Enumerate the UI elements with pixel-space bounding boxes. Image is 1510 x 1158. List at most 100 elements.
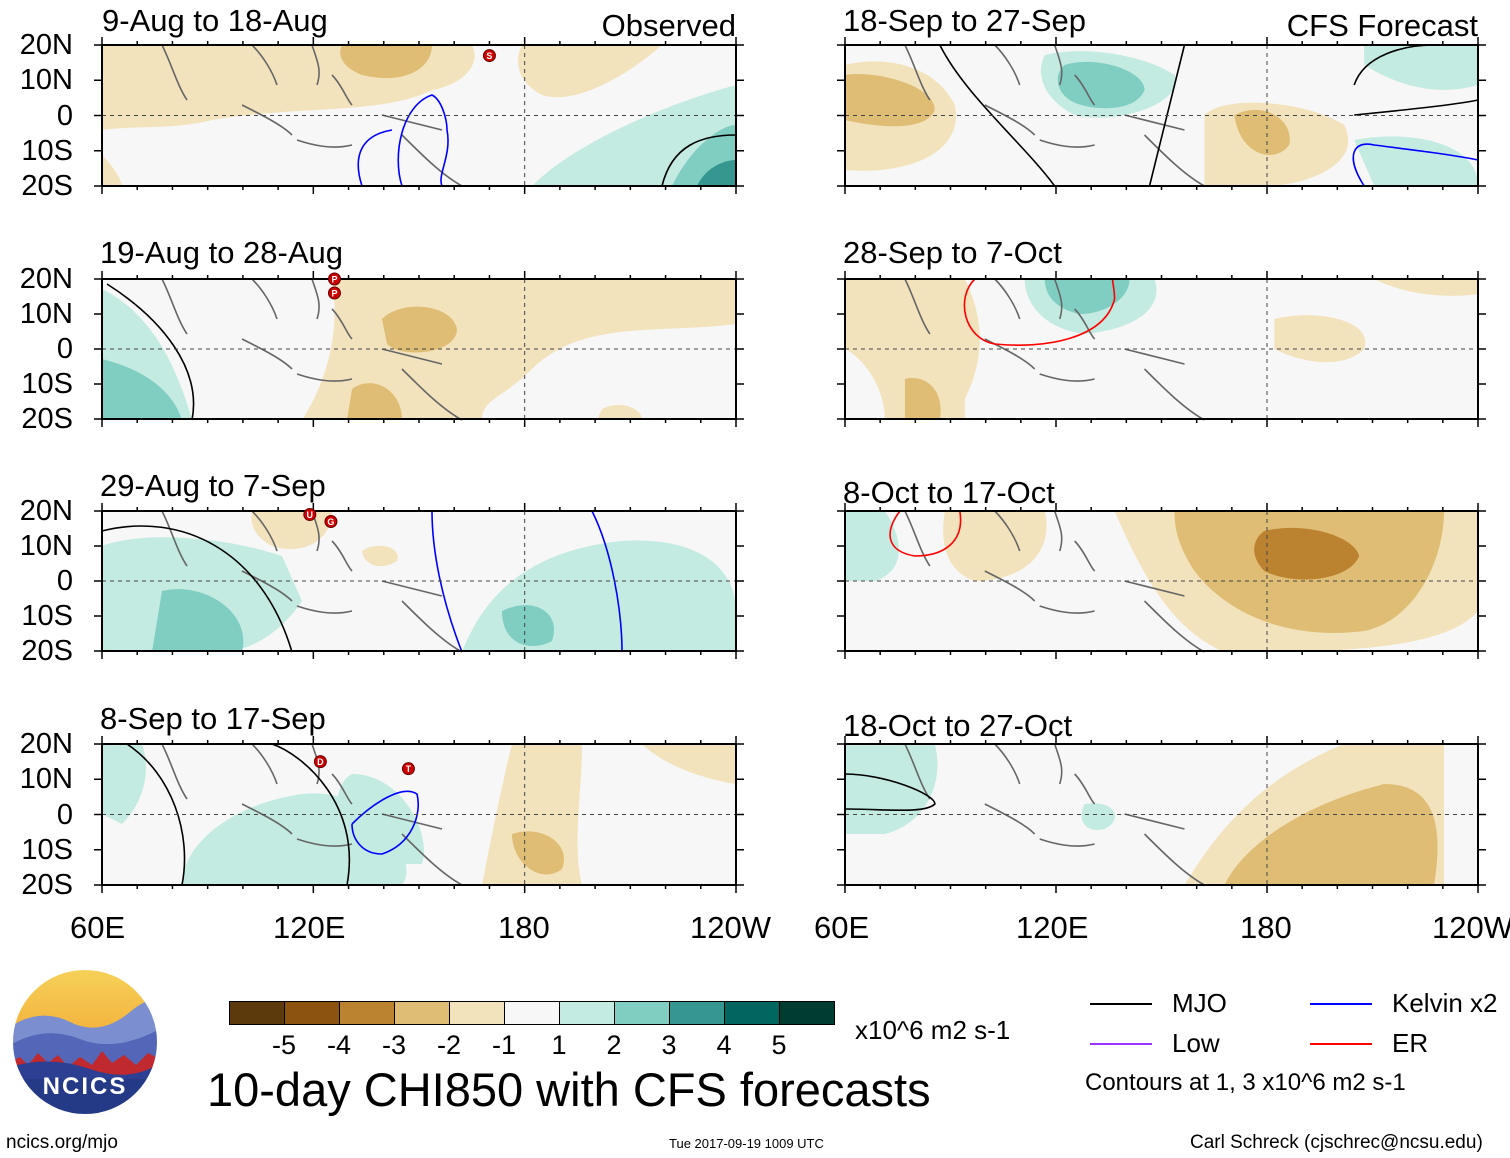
- colorbar-label: -3: [381, 1030, 406, 1060]
- panel-tag: CFS Forecast: [1286, 8, 1478, 43]
- coastline: [904, 510, 1205, 653]
- panel-title: 8-Oct to 17-Oct: [843, 475, 1055, 510]
- contour-line: [889, 510, 962, 557]
- storm-label: S: [486, 51, 492, 61]
- anomaly-shade: [597, 404, 642, 420]
- lon-label-60E-right: 60E: [814, 910, 870, 945]
- contour-line: [844, 773, 936, 812]
- anomaly-shade: [1254, 527, 1360, 580]
- lat-label: 20S: [21, 869, 73, 901]
- footer-timestamp: Tue 2017-09-19 1009 UTC: [669, 1136, 824, 1151]
- anomaly-shade: [340, 45, 432, 79]
- colorbar-label: -4: [326, 1030, 351, 1060]
- anomaly-shade: [1234, 109, 1290, 155]
- coastline: [161, 278, 463, 421]
- colorbar-swatch: [614, 1001, 670, 1025]
- lat-label: 20S: [21, 403, 73, 435]
- legend-line-er: [1310, 1043, 1372, 1045]
- panel-title: 18-Sep to 27-Sep: [843, 3, 1087, 38]
- colorbar-label: -5: [271, 1030, 296, 1060]
- lat-label: 10S: [21, 134, 73, 167]
- coastline: [904, 278, 1205, 421]
- lon-label-60E-left: 60E: [70, 910, 126, 945]
- colorbar-swatch: [504, 1001, 560, 1025]
- map-panel-6: [837, 271, 1486, 427]
- storm-label: D: [317, 757, 324, 767]
- anomaly-shade: [532, 85, 736, 186]
- map-panel-7: [837, 503, 1486, 659]
- lat-label: 10S: [21, 833, 73, 866]
- legend-line-kelvin: [1310, 1003, 1372, 1005]
- lon-label-120E-right: 120E: [1016, 910, 1089, 945]
- legend-label-mjo: MJO: [1172, 988, 1227, 1018]
- lat-label: 10N: [19, 64, 73, 97]
- legend-label-er: ER: [1392, 1028, 1429, 1058]
- footer-author: Carl Schreck (cjschrec@ncsu.edu): [1190, 1132, 1483, 1153]
- panel-title: 29-Aug to 7-Sep: [100, 468, 326, 503]
- colorbar: [229, 1001, 835, 1027]
- map-panel-1: S: [94, 37, 744, 194]
- anomaly-shade: [845, 511, 899, 581]
- panel-title: 19-Aug to 28-Aug: [100, 235, 344, 270]
- colorbar-swatch: [559, 1001, 615, 1025]
- colorbar-swatch: [779, 1001, 835, 1025]
- contour-line: [1352, 143, 1479, 187]
- colorbar-label: 4: [716, 1030, 732, 1060]
- storm-marker: P: [327, 286, 341, 300]
- contour-note: Contours at 1, 3 x10^6 m2 s-1: [1085, 1069, 1406, 1096]
- anomaly-shade: [1224, 784, 1438, 885]
- colorbar-label: 2: [606, 1030, 622, 1060]
- anomaly-shade: [518, 45, 662, 98]
- lat-label: 0: [56, 798, 73, 831]
- logo-text: NCICS: [43, 1073, 128, 1100]
- lat-label: 20S: [21, 635, 73, 667]
- lon-label-120W-right: 120W: [1432, 912, 1510, 943]
- lat-label: 0: [56, 333, 73, 365]
- coastline: [161, 44, 463, 187]
- contour-line: [397, 94, 449, 187]
- storm-label: P: [331, 289, 337, 299]
- colorbar-label: -2: [436, 1030, 461, 1060]
- coastline: [904, 44, 1205, 187]
- panel-title: 8-Sep to 17-Sep: [100, 701, 326, 736]
- map-panel-2: PP: [94, 271, 744, 427]
- coastline: [161, 510, 463, 653]
- storm-label: G: [327, 517, 334, 527]
- storm-label: P: [331, 275, 337, 285]
- map-panel-3: UG: [94, 503, 744, 659]
- legend-label-kelvin: Kelvin x2: [1392, 988, 1498, 1018]
- anomaly-shade: [152, 589, 244, 652]
- contour-line: [661, 134, 737, 187]
- lat-label: 10S: [21, 600, 73, 632]
- contour-line: [357, 129, 393, 187]
- panel-title: 18-Oct to 27-Oct: [843, 708, 1073, 743]
- storm-marker: P: [327, 272, 341, 286]
- ncics-logo: NCICS: [11, 968, 159, 1116]
- anomaly-shade: [102, 359, 182, 420]
- anomaly-shade: [1354, 136, 1478, 186]
- lat-label: 0: [56, 565, 73, 597]
- lat-label: 20N: [19, 263, 73, 295]
- colorbar-label: -1: [491, 1030, 516, 1060]
- lat-label: 20N: [19, 495, 73, 527]
- colorbar-swatch: [284, 1001, 340, 1025]
- anomaly-shade: [1274, 315, 1366, 363]
- anomaly-shade: [502, 605, 554, 646]
- anomaly-shade: [845, 74, 935, 127]
- footer-url[interactable]: ncics.org/mjo: [6, 1132, 118, 1153]
- anomaly-shade: [1374, 279, 1478, 296]
- storm-label: T: [406, 764, 412, 774]
- storm-marker: D: [313, 755, 327, 769]
- lon-label-120E-left: 120E: [273, 910, 346, 945]
- anomaly-shade: [347, 383, 402, 420]
- colorbar-label: 5: [771, 1030, 787, 1060]
- panel-title: 28-Sep to 7-Oct: [843, 235, 1062, 270]
- colorbar-swatch: [339, 1001, 395, 1025]
- anomaly-shade: [1364, 45, 1478, 90]
- storm-label: U: [307, 510, 314, 520]
- anomaly-shade: [382, 306, 457, 353]
- contour-line: [106, 283, 195, 421]
- storm-marker: U: [303, 508, 317, 521]
- anomaly-shade: [697, 160, 736, 186]
- contour-line: [1148, 44, 1186, 187]
